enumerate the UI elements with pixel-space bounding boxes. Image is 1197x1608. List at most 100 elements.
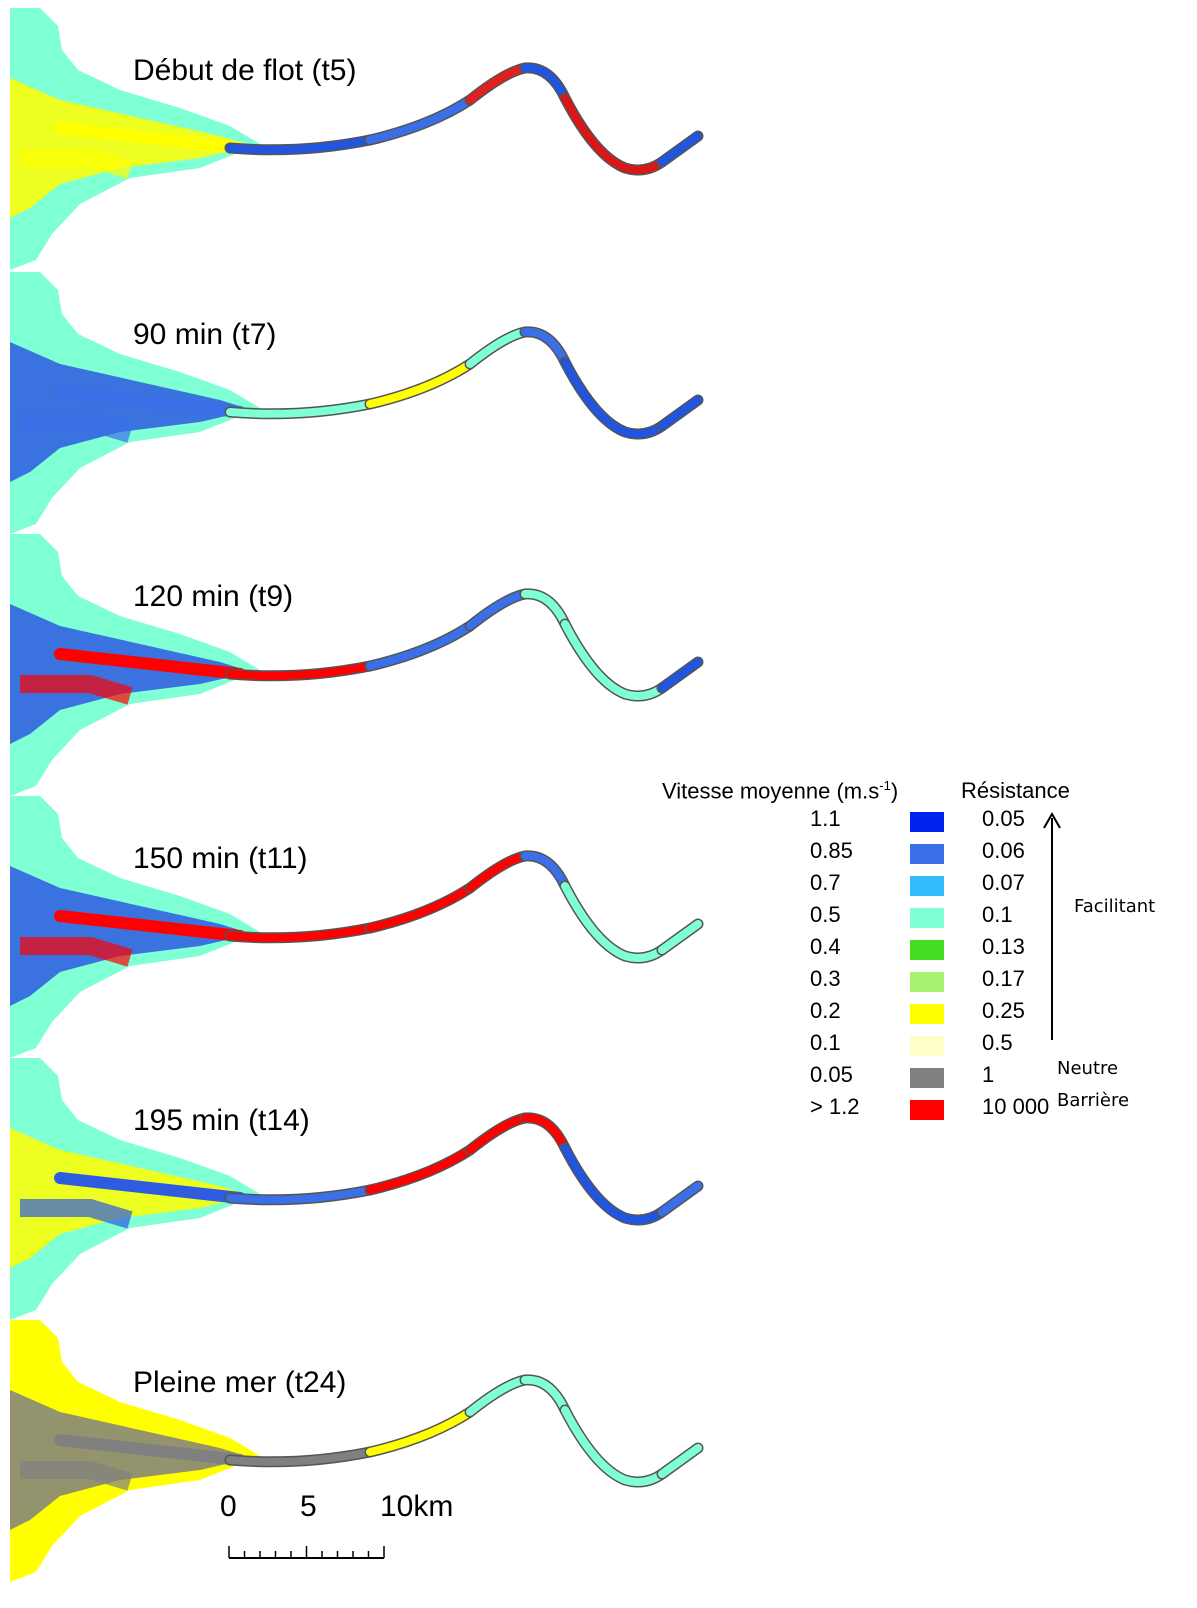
- legend-speed-value: 0.7: [810, 870, 841, 895]
- channel-segment-1: [226, 136, 374, 154]
- channel-segment-2: [366, 96, 474, 144]
- panel-title: 90 min (t7): [133, 318, 277, 351]
- legend-resistance-value: 0.06: [982, 838, 1025, 863]
- legend: Vitesse moyenne (m.s-1) Résistance 1.1 0.…: [662, 778, 1192, 1138]
- legend-neutre: Neutre: [1057, 1058, 1119, 1079]
- estuary-map: [10, 1058, 704, 1320]
- channel-segment-4: [521, 851, 569, 890]
- channel-segment-5: [561, 620, 666, 700]
- estuary-plume-2: [20, 675, 133, 705]
- legend-resistance-header: Résistance: [961, 778, 1070, 803]
- legend-resistance-value: 10 000: [982, 1094, 1050, 1119]
- channel-segment-1: [226, 1448, 374, 1466]
- scale-bar: 0 5 10km: [200, 1490, 453, 1600]
- channel-segment-3: [466, 1376, 529, 1416]
- legend-row: 0.05 1: [662, 1062, 1162, 1094]
- legend-swatch: [910, 1100, 944, 1120]
- estuary-map: [10, 534, 704, 796]
- estuary-map: [10, 8, 704, 270]
- legend-facilitant: Facilitant: [1074, 896, 1156, 917]
- estuary-zone: [10, 604, 252, 744]
- scale-label-5: 5: [300, 1490, 317, 1523]
- legend-speed-value: 0.3: [810, 966, 841, 991]
- legend-speed-value: 0.05: [810, 1062, 853, 1087]
- legend-speed-value: 0.4: [810, 934, 841, 959]
- channel-segment-5: [561, 1144, 666, 1224]
- map-panel-1: Début de flot (t5): [0, 8, 720, 270]
- estuary-zone: [10, 1128, 252, 1268]
- legend-speed-value: > 1.2: [810, 1094, 860, 1119]
- legend-resistance-value: 0.1: [982, 902, 1013, 927]
- map-panel-5: 195 min (t14): [0, 1058, 720, 1320]
- legend-row: 0.4 0.13: [662, 934, 1162, 966]
- channel-segment-6: [658, 920, 702, 954]
- channel-segment-3: [466, 328, 529, 368]
- channel-segment-3: [466, 1114, 529, 1154]
- legend-swatch: [910, 1068, 944, 1088]
- legend-resistance-value: 0.17: [982, 966, 1025, 991]
- channel-segment-6: [658, 1444, 702, 1478]
- channel-segment-3: [466, 64, 529, 104]
- channel-segment-2: [366, 360, 474, 408]
- panel-title: 120 min (t9): [133, 580, 294, 613]
- panel-title: 150 min (t11): [133, 842, 308, 875]
- legend-row: 0.2 0.25: [662, 998, 1162, 1030]
- estuary-zone: [10, 342, 252, 482]
- legend-barriere: Barrière: [1057, 1090, 1130, 1111]
- legend-swatch: [910, 812, 944, 832]
- channel-segment-1: [226, 924, 374, 942]
- legend-row: 0.7 0.07: [662, 870, 1162, 902]
- panel-title: 195 min (t14): [133, 1104, 310, 1137]
- estuary-zone: [10, 78, 252, 218]
- legend-swatch: [910, 1004, 944, 1024]
- legend-row: 0.1 0.5: [662, 1030, 1162, 1062]
- legend-swatch: [910, 908, 944, 928]
- map-panel-3: 120 min (t9): [0, 534, 720, 796]
- legend-resistance-value: 0.25: [982, 998, 1025, 1023]
- estuary-plume-2: [20, 149, 133, 179]
- legend-speed-value: 0.1: [810, 1030, 841, 1055]
- map-panel-4: 150 min (t11): [0, 796, 720, 1058]
- channel-segment-4: [521, 63, 569, 102]
- legend-speed-value: 0.5: [810, 902, 841, 927]
- estuary-plume: [54, 1434, 246, 1466]
- estuary-map: [10, 796, 704, 1058]
- estuary-plume: [54, 386, 246, 418]
- legend-resistance-value: 0.07: [982, 870, 1025, 895]
- estuary-plume-2: [20, 413, 133, 443]
- channel-segment-5: [561, 1406, 666, 1486]
- channel-segment-6: [658, 132, 702, 166]
- legend-row: > 1.2 10 000: [662, 1094, 1162, 1126]
- channel-segment-2: [366, 622, 474, 670]
- estuary-map: [10, 272, 704, 534]
- legend-row: 0.5 0.1: [662, 902, 1162, 934]
- legend-swatch: [910, 972, 944, 992]
- legend-resistance-value: 0.5: [982, 1030, 1013, 1055]
- channel-segment-5: [561, 882, 666, 962]
- estuary-plume: [54, 1172, 246, 1204]
- legend-resistance-value: 0.13: [982, 934, 1025, 959]
- channel-segment-4: [521, 1113, 569, 1152]
- channel-segment-2: [366, 1146, 474, 1194]
- panel-title: Pleine mer (t24): [133, 1366, 347, 1399]
- channel-segment-1: [226, 1186, 374, 1204]
- channel-segment-6: [658, 1182, 702, 1216]
- channel-segment-6: [658, 396, 702, 430]
- map-panel-6: Pleine mer (t24): [0, 1320, 720, 1582]
- legend-swatch: [910, 1036, 944, 1056]
- legend-swatch: [910, 876, 944, 896]
- estuary-plume-2: [20, 1199, 133, 1229]
- channel-segment-1: [226, 662, 374, 680]
- legend-swatch: [910, 940, 944, 960]
- legend-row: 1.1 0.05: [662, 806, 1162, 838]
- legend-resistance-value: 1: [982, 1062, 995, 1087]
- legend-speed-value: 0.85: [810, 838, 853, 863]
- panel-title: Début de flot (t5): [133, 54, 357, 87]
- channel-segment-4: [521, 327, 569, 366]
- legend-row: 0.85 0.06: [662, 838, 1162, 870]
- estuary-plume: [54, 648, 246, 680]
- estuary-zone: [10, 1390, 252, 1530]
- scale-label-10km: 10km: [380, 1490, 454, 1523]
- legend-speed-header: Vitesse moyenne (m.s-1): [662, 778, 899, 804]
- channel-segment-2: [366, 884, 474, 932]
